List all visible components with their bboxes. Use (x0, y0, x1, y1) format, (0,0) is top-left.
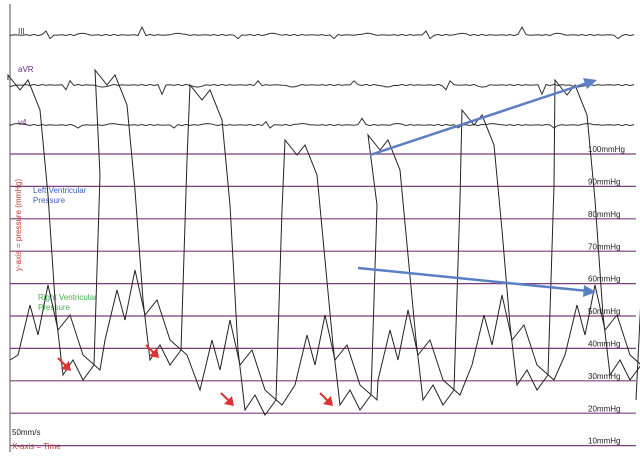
y-axis-label: y-axis = pressure (mmHg) (14, 179, 23, 272)
ecg-lead (9, 79, 635, 96)
scale-label: 100mmHg (588, 145, 625, 154)
traces (7, 25, 640, 416)
ecg-lead (9, 25, 635, 40)
trend-arrow (357, 266, 589, 293)
scale-label: 70mmHg (588, 242, 620, 251)
scale-label: 50mmHg (588, 307, 620, 316)
scale-label: 60mmHg (588, 275, 620, 284)
grid: 100mmHg 90mmHg 80mmHg 70mmHg 60mmHg 50mmHg 40m… (10, 145, 636, 447)
lead-label: aVR (18, 65, 34, 74)
scale-label: 90mmHg (588, 178, 620, 187)
red-marker-head (61, 361, 71, 371)
scale-label: 20mmHg (588, 404, 620, 413)
lead-label: v4 (18, 118, 27, 127)
scale-label: 10mmHg (588, 437, 620, 446)
lv-label: Left Ventricular (33, 186, 87, 195)
lv-label: Pressure (33, 196, 66, 205)
red-marker-head (323, 396, 333, 406)
rv-label: Right Ventricular (38, 293, 97, 302)
arrow-head (583, 285, 596, 297)
x-axis-label: X-axis = Time (12, 442, 61, 451)
ecg-lead (9, 117, 635, 129)
lead-label: III (18, 27, 25, 36)
scale-label: 30mmHg (588, 372, 620, 381)
rv-label: Pressure (38, 303, 71, 312)
red-marker-head (149, 348, 159, 358)
scale-label: 80mmHg (588, 210, 620, 219)
red-marker-head (224, 396, 234, 406)
trend-arrow (369, 80, 591, 157)
scale-label: 40mmHg (588, 340, 620, 349)
arrow-head (583, 78, 597, 89)
rv-pressure-trace (9, 269, 640, 406)
speed-label: 50mm/s (12, 428, 40, 437)
